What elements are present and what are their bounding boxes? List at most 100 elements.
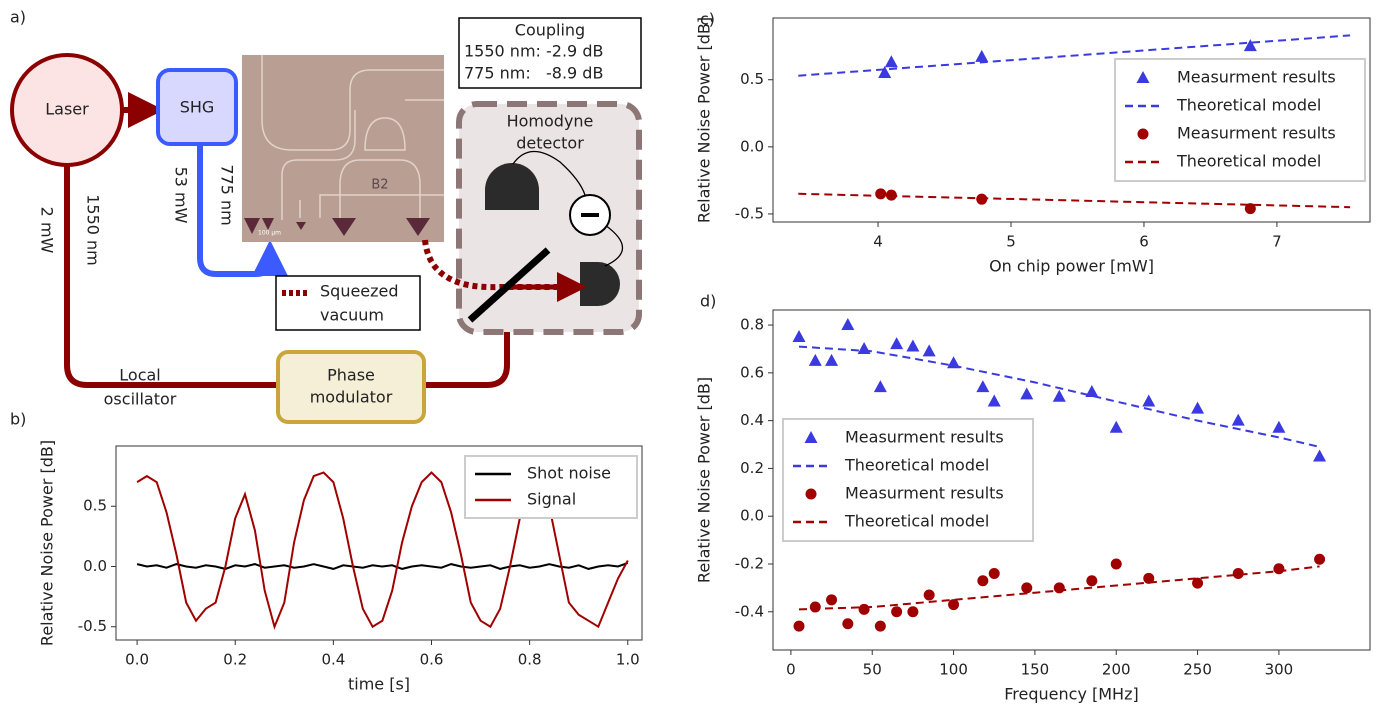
y-tick-label: 0.5 bbox=[83, 497, 107, 515]
x-tick-label: 5 bbox=[1006, 233, 1016, 251]
marker bbox=[1109, 420, 1123, 433]
squeezed-label: vacuum bbox=[320, 306, 384, 325]
x-tick-label: 100 bbox=[939, 661, 968, 679]
x-tick-label: 7 bbox=[1272, 233, 1282, 251]
marker bbox=[923, 589, 935, 601]
x-tick-label: 0.0 bbox=[125, 651, 149, 669]
detector-label: detector bbox=[516, 134, 584, 153]
y-axis-label: Relative Noise Power [dB] bbox=[38, 440, 57, 646]
marker bbox=[1273, 563, 1285, 575]
marker bbox=[1110, 558, 1122, 570]
legend-label: Theoretical model bbox=[1176, 96, 1321, 115]
legend-label: Signal bbox=[527, 490, 576, 509]
legend-label: Theoretical model bbox=[844, 456, 989, 475]
marker bbox=[1313, 449, 1327, 462]
y-tick-label: 0.0 bbox=[740, 507, 764, 525]
plot-frame bbox=[772, 17, 1371, 223]
modulator-label: modulator bbox=[310, 388, 393, 407]
marker bbox=[841, 318, 855, 331]
y-tick-label: 0.6 bbox=[740, 363, 764, 381]
marker bbox=[1052, 389, 1066, 402]
legend-label: Shot noise bbox=[527, 464, 611, 483]
legend-frame bbox=[464, 455, 638, 519]
marker bbox=[1191, 401, 1205, 414]
panel-label: c) bbox=[700, 10, 715, 29]
series-line bbox=[798, 345, 1320, 448]
marker bbox=[1244, 203, 1256, 215]
marker bbox=[977, 575, 989, 587]
series-line bbox=[798, 192, 1351, 209]
detector-label: Homodyne bbox=[507, 112, 594, 131]
y-tick-label: -0.5 bbox=[78, 617, 107, 635]
beam-splitter bbox=[467, 247, 551, 323]
marker bbox=[890, 337, 904, 350]
y-tick-label: -0.2 bbox=[735, 554, 764, 572]
legend-box bbox=[275, 275, 421, 331]
shg-label: SHG bbox=[180, 98, 215, 117]
marker bbox=[1020, 387, 1034, 400]
marker bbox=[1232, 568, 1244, 580]
x-axis-label: time [s] bbox=[348, 675, 410, 694]
marker bbox=[1142, 394, 1156, 407]
marker bbox=[873, 380, 887, 393]
coupling-line: 775 nm: -8.9 dB bbox=[464, 64, 603, 83]
x-tick-label: 6 bbox=[1139, 233, 1149, 251]
photodiode bbox=[580, 262, 620, 306]
x-axis-label: On chip power [mW] bbox=[989, 257, 1154, 276]
y-tick-label: -0.4 bbox=[735, 602, 764, 620]
marker bbox=[975, 49, 989, 62]
squeezed-label: Squeezed bbox=[320, 282, 399, 301]
chip-waveguides bbox=[261, 55, 444, 225]
coupling-line: 1550 nm: -2.9 dB bbox=[464, 42, 603, 61]
marker bbox=[1086, 575, 1098, 587]
x-tick-label: 200 bbox=[1102, 661, 1131, 679]
x-tick-label: 0.8 bbox=[518, 651, 542, 669]
panel-label: a) bbox=[10, 8, 26, 27]
marker bbox=[875, 188, 887, 200]
phase-modulator bbox=[276, 350, 426, 424]
x-tick-label: 0.2 bbox=[223, 651, 247, 669]
plot-area bbox=[798, 34, 1351, 215]
setup-diagram: a) Laser SHG 775 nm 53 mW 1550 nm 2 mW B… bbox=[10, 8, 642, 424]
marker bbox=[906, 339, 920, 352]
x-tick-label: 250 bbox=[1183, 661, 1212, 679]
y-tick-label: 0.5 bbox=[740, 70, 764, 88]
scale-label: 100 µm bbox=[258, 230, 281, 237]
marker bbox=[826, 594, 838, 606]
x-tick-label: 50 bbox=[863, 661, 882, 679]
marker bbox=[793, 620, 805, 632]
legend-swatch bbox=[1136, 71, 1150, 83]
legend-swatch bbox=[804, 431, 818, 443]
x-tick-label: 0.4 bbox=[321, 651, 345, 669]
y-axis-label: Relative Noise Power [dB] bbox=[695, 377, 714, 583]
y-tick-label: 0.0 bbox=[740, 137, 764, 155]
series-line bbox=[136, 561, 629, 570]
legend-label: Measurment results bbox=[845, 428, 1004, 447]
marker bbox=[1143, 572, 1155, 584]
x-tick-label: 1.0 bbox=[616, 651, 640, 669]
pump-wavelength: 775 nm bbox=[218, 164, 237, 225]
x-tick-label: 0.6 bbox=[420, 651, 444, 669]
legend-frame bbox=[782, 418, 1034, 542]
marker bbox=[976, 380, 990, 393]
plot-frame bbox=[115, 445, 643, 641]
legend-label: Measurment results bbox=[845, 484, 1004, 503]
x-tick-label: 4 bbox=[873, 233, 883, 251]
marker bbox=[1085, 384, 1099, 397]
y-tick-label: 0.2 bbox=[740, 459, 764, 477]
marker bbox=[1021, 582, 1033, 594]
marker bbox=[858, 603, 870, 615]
marker bbox=[1272, 420, 1286, 433]
lo-fiber bbox=[64, 165, 280, 388]
marker bbox=[988, 568, 1000, 580]
marker bbox=[857, 341, 871, 354]
marker bbox=[947, 356, 961, 369]
y-tick-label: 0.4 bbox=[740, 411, 764, 429]
marker bbox=[792, 329, 806, 342]
legend-label: Measurment results bbox=[1177, 68, 1336, 87]
marker bbox=[1243, 39, 1257, 52]
x-tick-label: 300 bbox=[1265, 661, 1294, 679]
laser-label: Laser bbox=[45, 100, 89, 119]
lo-label: Local bbox=[119, 366, 160, 385]
